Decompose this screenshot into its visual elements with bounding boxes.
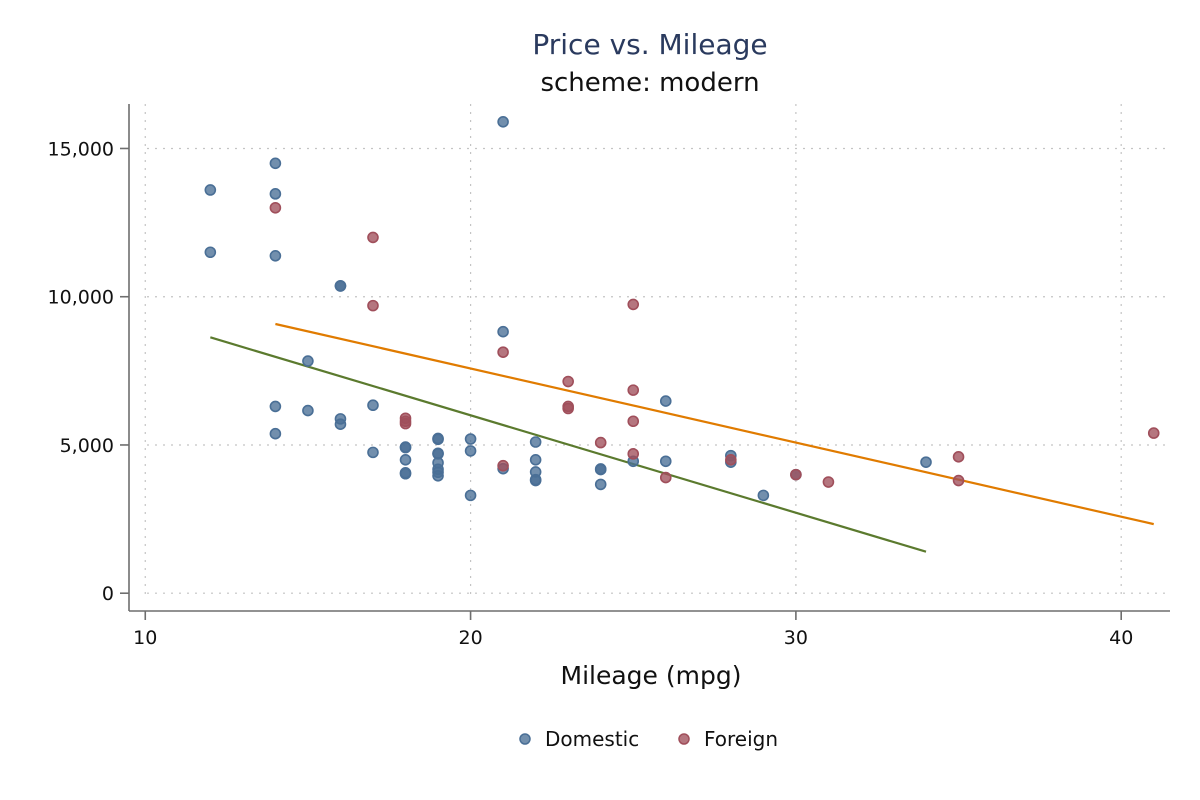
axis-ticks: 0 5,000 10,000 15,000 10 20 30 40 — [48, 138, 1134, 649]
data-point-domestic — [399, 467, 412, 480]
legend: Domestic Foreign — [519, 727, 778, 751]
x-tick-label: 20 — [458, 627, 482, 649]
y-tick-label: 10,000 — [48, 287, 114, 309]
data-point-foreign — [725, 453, 737, 466]
data-point-domestic — [464, 433, 477, 445]
data-point-foreign — [659, 471, 672, 484]
data-points — [204, 115, 1160, 502]
y-tick-label: 5,000 — [60, 435, 114, 457]
fit-line — [275, 322, 1154, 526]
data-point-domestic — [497, 115, 509, 128]
data-point-domestic — [432, 433, 444, 446]
data-point-domestic — [432, 469, 444, 482]
y-tick-label: 0 — [102, 583, 114, 605]
legend-marker-domestic — [519, 733, 531, 745]
legend-label-foreign: Foreign — [704, 727, 778, 751]
data-point-domestic — [269, 427, 282, 440]
data-point-domestic — [464, 445, 477, 457]
data-point-domestic — [269, 400, 282, 413]
data-point-domestic — [334, 280, 347, 292]
data-point-domestic — [659, 395, 672, 407]
data-point-foreign — [627, 448, 640, 460]
x-tick-label: 30 — [784, 627, 808, 649]
data-point-domestic — [204, 246, 217, 259]
data-point-foreign — [562, 402, 574, 415]
data-point-domestic — [920, 456, 932, 468]
data-point-domestic — [269, 157, 282, 170]
fit-lines — [210, 322, 1154, 553]
data-point-domestic — [497, 325, 509, 338]
data-point-foreign — [497, 346, 509, 358]
data-point-foreign — [790, 468, 802, 481]
data-point-foreign — [627, 384, 640, 396]
data-point-domestic — [269, 250, 282, 262]
data-point-domestic — [594, 478, 607, 491]
data-point-foreign — [627, 298, 640, 311]
data-point-foreign — [952, 451, 965, 463]
data-point-foreign — [399, 417, 412, 430]
chart-title: Price vs. Mileage — [532, 28, 767, 61]
data-point-domestic — [334, 418, 347, 431]
data-point-foreign — [367, 299, 379, 312]
x-tick-label: 40 — [1109, 627, 1133, 649]
data-point-foreign — [497, 459, 509, 472]
data-point-foreign — [952, 474, 965, 487]
data-point-domestic — [399, 441, 412, 454]
data-point-domestic — [367, 446, 379, 459]
data-point-domestic — [757, 489, 770, 502]
data-point-foreign — [367, 231, 379, 244]
data-point-domestic — [269, 188, 282, 200]
fit-line — [210, 336, 927, 553]
data-point-domestic — [204, 184, 217, 196]
y-tick-label: 15,000 — [48, 138, 114, 160]
x-axis-title: Mileage (mpg) — [561, 661, 742, 690]
data-point-foreign — [627, 415, 640, 428]
data-point-domestic — [529, 474, 542, 487]
data-point-domestic — [529, 453, 542, 466]
grid — [144, 104, 1170, 597]
chart-subtitle: scheme: modern — [540, 68, 759, 98]
data-point-domestic — [659, 455, 672, 468]
data-point-domestic — [302, 404, 314, 417]
data-point-domestic — [302, 355, 314, 367]
legend-marker-foreign — [678, 733, 690, 745]
data-point-domestic — [399, 453, 412, 466]
data-point-foreign — [822, 476, 835, 488]
data-point-foreign — [269, 201, 282, 214]
data-point-foreign — [1147, 427, 1160, 439]
data-point-domestic — [529, 436, 542, 448]
legend-label-domestic: Domestic — [545, 727, 639, 751]
x-tick-label: 10 — [133, 627, 157, 649]
data-point-foreign — [562, 375, 574, 388]
data-point-domestic — [464, 489, 477, 502]
data-point-foreign — [594, 436, 607, 449]
data-point-domestic — [367, 399, 379, 412]
data-point-domestic — [594, 463, 607, 476]
